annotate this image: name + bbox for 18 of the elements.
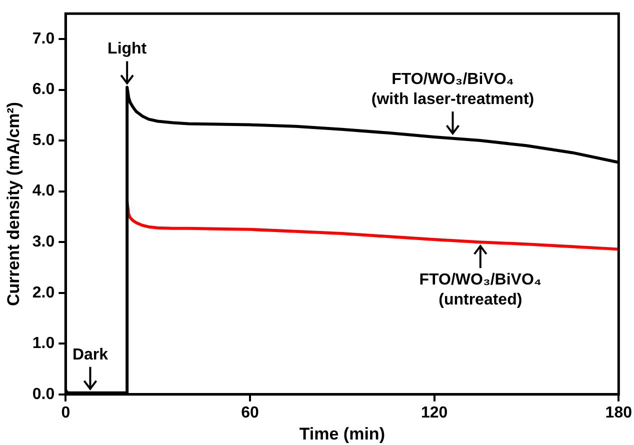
annotation: FTO/WO₃/BiVO₄ (untreated) <box>419 271 542 308</box>
x-tick-label: 60 <box>241 404 259 422</box>
annotation: Light <box>108 40 148 58</box>
y-tick-label: 6.0 <box>32 81 55 98</box>
x-tick-label: 180 <box>605 404 632 422</box>
y-tick-label: 5.0 <box>32 132 55 149</box>
x-tick-label: 120 <box>420 404 448 422</box>
y-tick-label: 2.0 <box>32 284 55 302</box>
y-tick-label: 4.0 <box>32 182 55 200</box>
x-tick-label: 0 <box>61 404 70 422</box>
y-tick-label: 0.0 <box>32 386 55 403</box>
annotation: Dark <box>72 346 108 364</box>
y-axis-title: Current density (mA/cm²) <box>4 102 23 306</box>
x-axis-title: Time (min) <box>299 424 385 444</box>
y-tick-label: 7.0 <box>32 30 55 48</box>
y-tick-label: 3.0 <box>32 233 55 250</box>
y-tick-label: 1.0 <box>32 335 55 352</box>
annotation: FTO/WO₃/BiVO₄ (with laser-treatment) <box>371 70 534 108</box>
